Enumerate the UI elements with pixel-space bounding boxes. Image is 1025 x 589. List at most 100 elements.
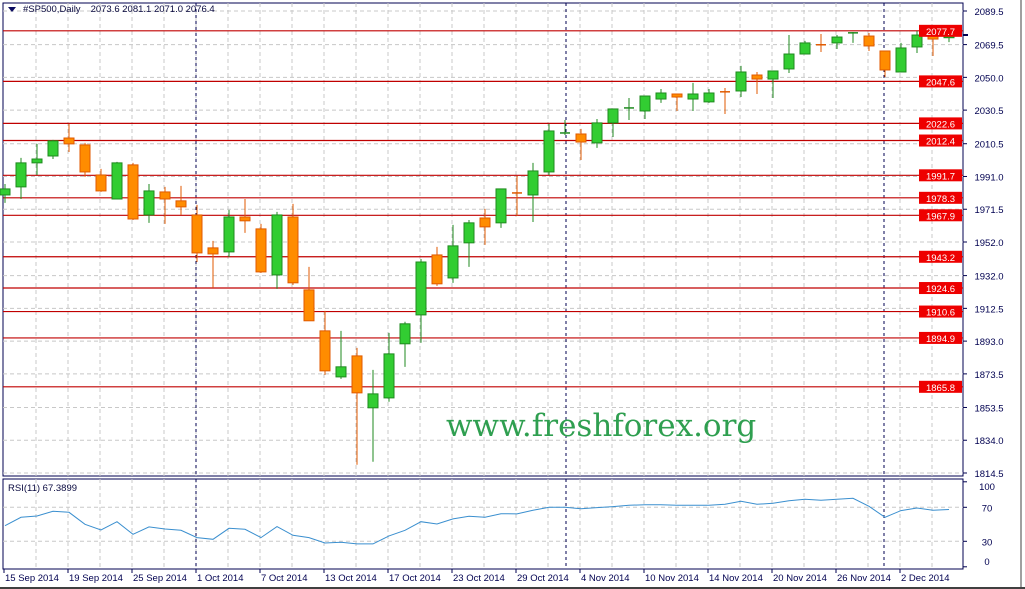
candle-body: [831, 36, 843, 44]
level-label: 2047.6: [926, 77, 955, 88]
candle-body: [735, 71, 747, 92]
price-tick-label: 1952.0: [974, 238, 1003, 249]
candle: [351, 347, 363, 465]
candle-body: [111, 162, 123, 200]
candle: [512, 175, 522, 216]
date-label: 29 Oct 2014: [517, 573, 569, 584]
rsi-title: RSI(11) 67.3899: [8, 483, 78, 494]
candle-body: [255, 228, 267, 273]
candle-body: [351, 355, 363, 394]
price-tick-label: 1853.5: [974, 403, 1003, 414]
candle: [831, 35, 843, 49]
price-tick-label: 2030.5: [974, 106, 1003, 117]
candle-body: [671, 93, 683, 98]
dropdown-triangle-icon[interactable]: [8, 7, 16, 12]
candle-body: [879, 50, 891, 71]
candle-body: [495, 188, 507, 224]
level-label-box: [919, 134, 962, 147]
candle: [751, 71, 763, 94]
candle-body: [383, 353, 395, 399]
candle: [575, 128, 587, 161]
candle: [479, 208, 491, 245]
candle: [191, 204, 203, 262]
candle: [287, 203, 299, 285]
candle-body: [703, 92, 715, 103]
candle-body: [687, 93, 699, 100]
candle-body: [287, 216, 299, 284]
rsi-panel: [2, 478, 964, 570]
candle: [127, 162, 139, 220]
candle: [207, 240, 219, 288]
rsi-tick-label: 0: [984, 557, 989, 568]
level-label: 1991.7: [926, 171, 955, 182]
candle: [431, 246, 443, 286]
level-label: 2022.6: [926, 119, 955, 130]
candle-body: [207, 247, 219, 255]
level-label-box: [919, 282, 962, 295]
price-tick-label: 1932.0: [974, 272, 1003, 283]
candle: [543, 123, 555, 175]
candle-body: [15, 162, 27, 188]
candle: [319, 310, 331, 375]
date-label: 26 Nov 2014: [837, 573, 891, 584]
candle-body: [415, 261, 427, 316]
candle-body: [399, 323, 411, 345]
price-tick-label: 1814.5: [974, 469, 1003, 480]
candle-body: [799, 42, 811, 55]
level-label-box: [919, 380, 962, 393]
level-label: 1865.8: [926, 383, 955, 394]
candle-body: [575, 133, 587, 143]
date-label: 14 Nov 2014: [709, 573, 763, 584]
candle-body: [655, 92, 667, 100]
candle: [735, 65, 747, 98]
date-label: 25 Sep 2014: [133, 573, 187, 584]
candle: [495, 188, 507, 228]
candle: [271, 211, 283, 289]
candle: [560, 120, 570, 135]
price-tick-label: 1893.0: [974, 337, 1003, 348]
candle: [383, 332, 395, 402]
candle: [79, 142, 91, 177]
candle: [687, 82, 699, 111]
candle-body: [863, 35, 875, 47]
candle: [895, 42, 907, 73]
candle-body: [751, 74, 763, 80]
candle-body: [175, 200, 187, 208]
date-label: 1 Oct 2014: [197, 573, 243, 584]
level-label: 2077.7: [926, 27, 955, 38]
candle: [639, 95, 651, 120]
price-panel: [2, 2, 964, 477]
candle: [0, 184, 11, 203]
level-label: 1967.9: [926, 211, 955, 222]
level-label: 1978.3: [926, 194, 955, 205]
candle-body: [543, 130, 555, 173]
level-label-box: [919, 331, 962, 344]
candle-body: [479, 217, 491, 228]
candle: [911, 30, 923, 53]
candle: [447, 224, 459, 283]
level-label-box: [919, 169, 962, 182]
candle-body: [95, 174, 107, 192]
candle: [591, 119, 603, 148]
ohlc-readout: 2073.6 2081.1 2071.0 2076.4: [90, 4, 215, 15]
candle-body: [447, 245, 459, 279]
rsi-tick-label: 70: [982, 503, 993, 514]
date-label: 4 Nov 2014: [581, 573, 630, 584]
price-tick-label: 1971.5: [974, 205, 1003, 216]
candle-body: [895, 47, 907, 73]
level-label-box: [919, 305, 962, 318]
candle: [223, 209, 235, 257]
candle-body: [31, 158, 43, 164]
date-label: 10 Nov 2014: [645, 573, 699, 584]
candle: [655, 88, 667, 103]
candle: [767, 70, 779, 99]
candle-body: [639, 95, 651, 112]
level-label-box: [919, 209, 962, 222]
candle-body: [159, 191, 171, 200]
symbol-label: #SP500,Daily: [23, 4, 81, 15]
price-tick-label: 2069.5: [974, 41, 1003, 52]
candle: [463, 219, 475, 267]
date-label: 15 Sep 2014: [5, 573, 59, 584]
rsi-line: [4, 497, 950, 545]
